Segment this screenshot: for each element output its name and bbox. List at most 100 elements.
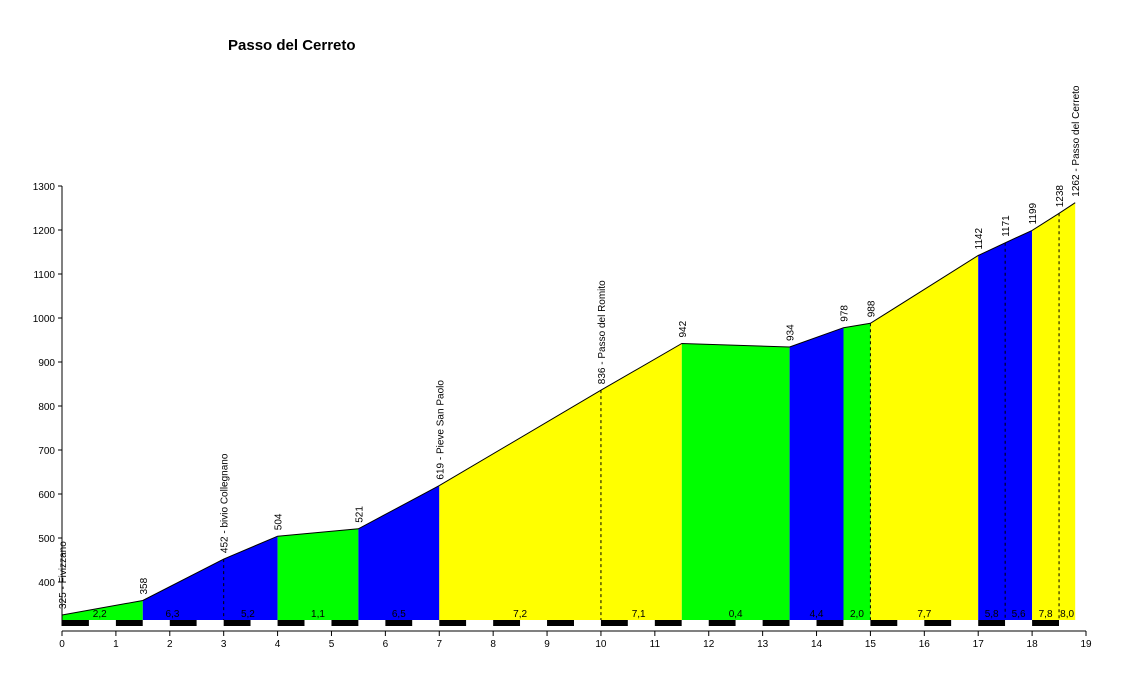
km-bar-block (385, 620, 413, 626)
segment-area (358, 485, 440, 620)
point-annotation: 934 (786, 324, 797, 341)
km-bar-block (681, 620, 709, 626)
x-tick-label: 16 (919, 639, 931, 650)
x-tick-label: 19 (1080, 639, 1092, 650)
km-bar-block (654, 620, 682, 626)
point-annotation: 1142 (974, 228, 985, 250)
x-tick-label: 12 (703, 639, 715, 650)
km-bar-block (331, 620, 359, 626)
km-bar-block (304, 620, 332, 626)
segment-gradient-label: 5,2 (241, 609, 255, 620)
segment-area (843, 323, 871, 620)
km-bar-block (735, 620, 763, 626)
point-annotation: 988 (866, 300, 877, 317)
segment-gradient-label: 7,1 (632, 609, 646, 620)
segment-area (277, 528, 359, 620)
x-tick-label: 7 (436, 639, 442, 650)
km-bar-block (277, 620, 305, 626)
segment-gradient-label: 7,8 (1039, 609, 1053, 620)
x-tick-label: 15 (865, 639, 877, 650)
x-tick-label: 2 (167, 639, 173, 650)
y-tick-label: 400 (38, 578, 55, 589)
dashed-markers (223, 213, 1060, 620)
km-bar-block (1059, 620, 1086, 626)
segment-area (142, 536, 278, 620)
segment-gradient-label: 2,2 (93, 609, 107, 620)
point-annotation: 836 - Passo del Romito (597, 280, 608, 384)
point-annotation: 1199 (1028, 202, 1039, 224)
x-tick-label: 9 (544, 639, 550, 650)
x-tick-label: 8 (490, 639, 496, 650)
point-annotations: 325 - Fivizzano 358 452 - bivio Collegnano… (58, 85, 1082, 609)
km-bar-block (412, 620, 440, 626)
km-bar-block (762, 620, 790, 626)
segment-area (789, 327, 844, 620)
km-bar-block (493, 620, 521, 626)
point-annotation: 358 (139, 577, 150, 594)
km-bar-block (62, 620, 89, 626)
segment-gradient-label: 5,6 (1012, 609, 1026, 620)
km-bar-block (708, 620, 736, 626)
x-tick-label: 3 (221, 639, 227, 650)
x-tick-label: 18 (1027, 639, 1039, 650)
segment-area (62, 600, 143, 620)
segment-area (439, 343, 682, 620)
chart-title: Passo del Cerreto (228, 37, 356, 54)
km-bar-block (169, 620, 197, 626)
km-bar-block (439, 620, 467, 626)
y-tick-label: 1300 (33, 182, 56, 193)
segment-gradient-label: 4,4 (810, 609, 824, 620)
y-tick-label: 800 (38, 402, 55, 413)
point-annotation: 452 - bivio Collegnano (220, 453, 231, 553)
km-bar (62, 620, 1086, 626)
x-tick-label: 4 (275, 639, 281, 650)
segment-gradient-label: 6,3 (166, 609, 180, 620)
y-tick-label: 600 (38, 490, 55, 501)
km-bar-block (870, 620, 898, 626)
y-tick-label: 1000 (33, 314, 56, 325)
point-annotation: 619 - Pieve San Paolo (435, 380, 446, 480)
x-tick-label: 1 (113, 639, 119, 650)
segment-gradient-label: 6,5 (392, 609, 406, 620)
km-bar-block (789, 620, 817, 626)
km-bar-block (574, 620, 601, 626)
km-bar-block (466, 620, 494, 626)
y-tick-label: 900 (38, 358, 55, 369)
km-bar-block (196, 620, 224, 626)
x-tick-label: 11 (650, 639, 661, 650)
point-annotation: 978 (840, 305, 851, 322)
km-bar-block (627, 620, 655, 626)
segment-gradient-label: 0,4 (729, 609, 743, 620)
km-bar-block (843, 620, 871, 626)
km-bar-block (1005, 620, 1033, 626)
km-bar-block (600, 620, 628, 626)
y-tick-label: 700 (38, 446, 55, 457)
point-annotation: 504 (274, 513, 285, 530)
point-annotation: 1171 (1001, 215, 1012, 237)
y-tick-label: 500 (38, 534, 55, 545)
segment-gradient-labels: 2,2 6,3 5,2 1,1 6,5 7,2 7,1 0,4 4,4 2,0 7,7 5,8 5,6 7… (93, 609, 1075, 620)
km-bar-block (924, 620, 952, 626)
km-bar-block (897, 620, 925, 626)
profile-line-group (61, 202, 1076, 616)
km-bar-block (951, 620, 979, 626)
km-bar-block (115, 620, 143, 626)
point-annotation: 325 - Fivizzano (58, 541, 69, 609)
km-bar-block (1032, 620, 1060, 626)
km-bar-block (223, 620, 251, 626)
segment-gradient-label: 5,8 (985, 609, 999, 620)
x-tick-label: 17 (973, 639, 985, 650)
point-annotation: 521 (354, 506, 365, 523)
x-tick-label: 10 (595, 639, 607, 650)
km-bar-block (978, 620, 1006, 626)
x-tick-label: 5 (329, 639, 335, 650)
km-bar-block (520, 620, 548, 626)
point-annotation: 1238 (1055, 185, 1066, 208)
point-annotation: 1262 - Passo del Cerreto (1071, 85, 1082, 197)
y-tick-label: 1200 (33, 226, 56, 237)
segment-areas (62, 202, 1076, 620)
km-bar-block (142, 620, 170, 626)
km-bar-block (250, 620, 278, 626)
segment-gradient-label: 2,0 (850, 609, 864, 620)
